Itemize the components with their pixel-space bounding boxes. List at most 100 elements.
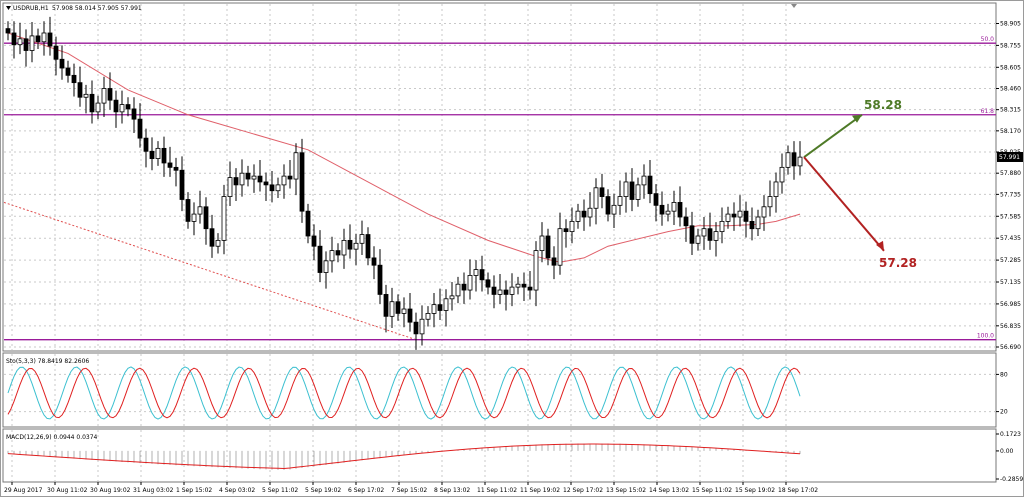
price-tick-label: 56.835 — [1000, 323, 1021, 330]
candle-body — [437, 304, 443, 311]
candle-body — [473, 269, 479, 276]
macd-tick-label: -0.2859 — [1000, 476, 1023, 483]
time-tick-label: 15 Sep 19:02 — [735, 487, 775, 494]
candle-body — [491, 286, 497, 295]
candle-body — [455, 283, 461, 297]
candle-body — [659, 204, 665, 215]
up-projection-arrow[interactable] — [803, 113, 863, 158]
candle-body — [479, 269, 485, 281]
candle-body — [665, 210, 671, 215]
candle-body — [347, 239, 353, 250]
candle-body — [749, 220, 755, 230]
candle-body — [461, 283, 467, 291]
candle-body — [725, 213, 731, 222]
candle-body — [629, 181, 635, 200]
price-pane — [2, 2, 997, 352]
candle-body — [29, 35, 35, 51]
candle-body — [797, 156, 803, 167]
candle-body — [395, 301, 401, 314]
candle-body — [635, 184, 641, 200]
candle-body — [77, 82, 83, 98]
candle-body — [185, 199, 191, 222]
candle-body — [329, 250, 335, 262]
time-tick-label: 11 Sep 19:02 — [520, 487, 560, 494]
candle-body — [617, 196, 623, 206]
time-tick-label: 15 Sep 11:02 — [692, 487, 732, 494]
price-tick-label: 56.690 — [1000, 344, 1021, 351]
price-tick-label: 56.985 — [1000, 301, 1021, 308]
candle-body — [545, 235, 551, 259]
macd-tick-label: 0.00 — [1000, 448, 1014, 455]
candle-body — [299, 152, 305, 212]
candle-body — [53, 45, 59, 60]
price-tick-label: 58.905 — [1000, 20, 1021, 27]
candle-body — [305, 210, 311, 237]
candle-body — [257, 175, 263, 183]
candle-body — [497, 289, 503, 295]
fib-level-label: 100.0 — [977, 333, 994, 340]
candle-body — [155, 147, 161, 159]
stochastic-title: Sto(5,3,3) 78.8419 82.2606 — [6, 358, 89, 365]
candle-body — [569, 220, 575, 233]
time-tick-label: 30 Aug 19:02 — [90, 487, 131, 494]
current-price-label: 57.991 — [999, 154, 1020, 161]
candle-body — [335, 250, 341, 256]
candle-body — [593, 187, 599, 209]
candle-body — [443, 298, 449, 311]
candle-body — [407, 308, 413, 323]
candle-body — [689, 225, 695, 244]
time-tick-label: 13 Sep 15:02 — [606, 487, 646, 494]
candle-body — [551, 257, 557, 266]
price-tick-label: 58.605 — [1000, 64, 1021, 71]
down-arrowhead-icon — [876, 240, 884, 251]
scroll-marker-icon[interactable] — [791, 4, 797, 8]
candle-body — [701, 228, 707, 237]
macd-indicator: 0.1723 0.00 -0.2859 — [7, 431, 1023, 483]
time-tick-label: 12 Sep 17:02 — [563, 487, 603, 494]
candle-body — [17, 38, 23, 46]
candle-body — [425, 313, 431, 320]
candle-body — [377, 264, 383, 295]
candle-body — [587, 207, 593, 218]
candle-body — [83, 93, 89, 98]
fib-level-label: 50.0 — [981, 36, 995, 43]
candle-body — [575, 210, 581, 222]
candle-body — [611, 204, 617, 215]
candle-body — [311, 235, 317, 247]
fibonacci-levels[interactable]: 50.0 61.8 100.0 — [4, 36, 996, 341]
stochastic-signal-line — [7, 367, 801, 419]
time-tick-label: 6 Sep 17:02 — [348, 487, 384, 494]
stochastic-level-label: 20 — [1000, 409, 1008, 416]
candle-body — [101, 88, 107, 104]
candle-body — [431, 304, 437, 314]
candle-body — [389, 301, 395, 317]
time-tick-label: 29 Aug 2017 — [4, 487, 43, 494]
candle-body — [203, 206, 209, 230]
triangle-down-icon[interactable] — [6, 6, 11, 10]
down-projection-arrow[interactable] — [803, 156, 885, 252]
candle-body — [383, 294, 389, 317]
time-tick-label: 18 Sep 17:02 — [778, 487, 818, 494]
candle-body — [269, 184, 275, 192]
price-tick-label: 58.755 — [1000, 42, 1021, 49]
candle-body — [59, 58, 65, 69]
price-tick-label: 57.435 — [1000, 235, 1021, 242]
candle-body — [731, 213, 737, 218]
candle-body — [245, 172, 251, 180]
price-tick-label: 58.315 — [1000, 107, 1021, 114]
candle-body — [503, 289, 509, 295]
current-price-tag — [997, 151, 1023, 162]
macd-signal-line — [7, 443, 801, 469]
candle-body — [791, 152, 797, 167]
stochastic-main-line — [7, 366, 801, 420]
candle-body — [401, 308, 407, 314]
candle-body — [653, 193, 659, 206]
stochastic-pane — [2, 352, 997, 428]
candle-body — [149, 150, 155, 159]
candle-body — [605, 196, 611, 215]
candlestick-series — [5, 16, 803, 350]
projection-arrows[interactable]: 58.28 57.28 — [803, 98, 917, 270]
candle-body — [233, 177, 239, 186]
candle-body — [371, 257, 377, 266]
